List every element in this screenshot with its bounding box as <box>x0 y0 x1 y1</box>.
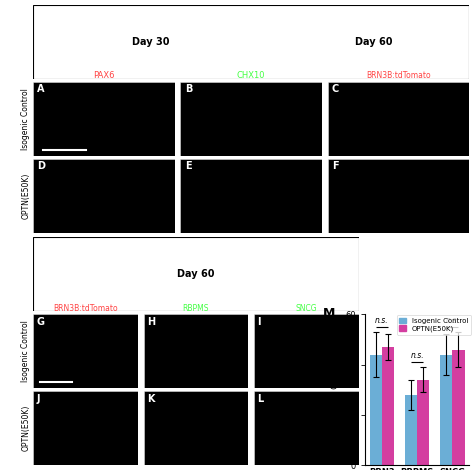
Text: Day 60: Day 60 <box>355 37 392 47</box>
Y-axis label: Isogenic Control: Isogenic Control <box>21 88 30 149</box>
Y-axis label: % of Cells: % of Cells <box>331 368 340 412</box>
Bar <box>382 347 394 465</box>
Y-axis label: OPTN(E50K): OPTN(E50K) <box>21 405 30 452</box>
Text: K: K <box>147 393 155 404</box>
Y-axis label: Isogenic Control: Isogenic Control <box>21 321 30 382</box>
Bar <box>452 350 465 465</box>
Bar <box>440 354 452 465</box>
Text: E: E <box>185 161 191 171</box>
Text: PAX6: PAX6 <box>93 71 115 80</box>
Text: Day 30: Day 30 <box>132 37 170 47</box>
Text: BRN3B:tdTomato: BRN3B:tdTomato <box>53 304 118 313</box>
Text: CHX10: CHX10 <box>237 71 265 80</box>
Text: C: C <box>332 84 339 94</box>
Text: BRN3B:tdTomato: BRN3B:tdTomato <box>366 71 431 80</box>
Text: A: A <box>37 84 45 94</box>
Bar <box>405 395 417 465</box>
Text: Day 60: Day 60 <box>177 269 215 279</box>
Bar <box>370 354 382 465</box>
Text: SNCG: SNCG <box>296 304 317 313</box>
Bar <box>417 380 429 465</box>
Text: D: D <box>37 161 46 171</box>
Text: B: B <box>185 84 192 94</box>
Text: F: F <box>332 161 338 171</box>
Y-axis label: OPTN(E50K): OPTN(E50K) <box>21 172 30 219</box>
Legend: Isogenic Control, OPTN(E50K): Isogenic Control, OPTN(E50K) <box>397 315 471 335</box>
Text: n.s.: n.s. <box>375 316 389 325</box>
Text: L: L <box>257 393 264 404</box>
Text: G: G <box>36 316 44 327</box>
Text: M: M <box>323 307 336 320</box>
Text: n.s.: n.s. <box>446 316 459 325</box>
Text: I: I <box>257 316 261 327</box>
Text: J: J <box>36 393 40 404</box>
Text: H: H <box>147 316 155 327</box>
Text: n.s.: n.s. <box>410 351 424 360</box>
Text: RBPMS: RBPMS <box>182 304 209 313</box>
